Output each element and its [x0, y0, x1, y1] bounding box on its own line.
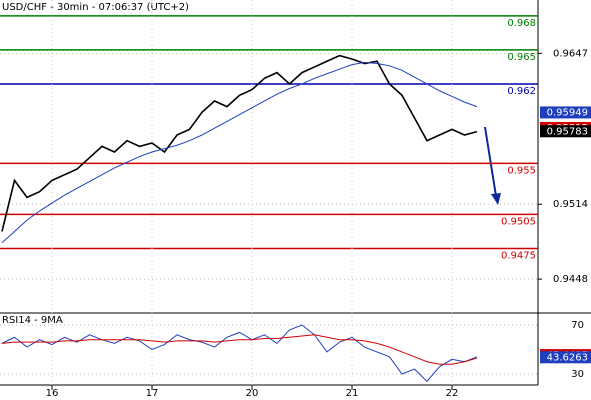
- chart-title: USD/CHF - 30min - 07:06:37 (UTC+2): [2, 2, 189, 13]
- level-label: 0.9475: [501, 250, 536, 261]
- price-tag-label: 0.95949: [547, 107, 588, 118]
- y-tick-label: 70: [571, 320, 584, 331]
- series-line: [1, 61, 478, 244]
- x-tick-label: 17: [146, 388, 159, 399]
- y-tick-label: 30: [571, 369, 584, 380]
- rsi-title: RSI14 - 9MA: [2, 315, 63, 326]
- series-line: [1, 334, 478, 365]
- arrow-head: [491, 193, 501, 205]
- series-line: [1, 324, 478, 383]
- x-tick-label: 20: [246, 388, 259, 399]
- series-line: [1, 54, 478, 232]
- x-tick-label: 22: [446, 388, 459, 399]
- price-tag: [540, 351, 591, 364]
- price-tag: [540, 125, 591, 138]
- price-tag-label: 0.95783: [547, 126, 588, 137]
- price-tag-label: 43.6263: [547, 352, 588, 363]
- level-label: 0.9505: [501, 216, 536, 227]
- y-tick-label: 0.9647: [553, 48, 588, 59]
- level-label: 0.962: [507, 86, 536, 97]
- y-tick-label: 0.9448: [553, 274, 588, 285]
- level-label: 0.955: [507, 165, 536, 176]
- y-tick-label: 0.9514: [553, 199, 588, 210]
- price-tag: [540, 106, 591, 119]
- x-tick-label: 16: [46, 388, 59, 399]
- forecast-arrow: [484, 126, 497, 197]
- level-label: 0.965: [507, 52, 536, 63]
- x-tick-label: 21: [346, 388, 359, 399]
- level-label: 0.968: [507, 18, 536, 29]
